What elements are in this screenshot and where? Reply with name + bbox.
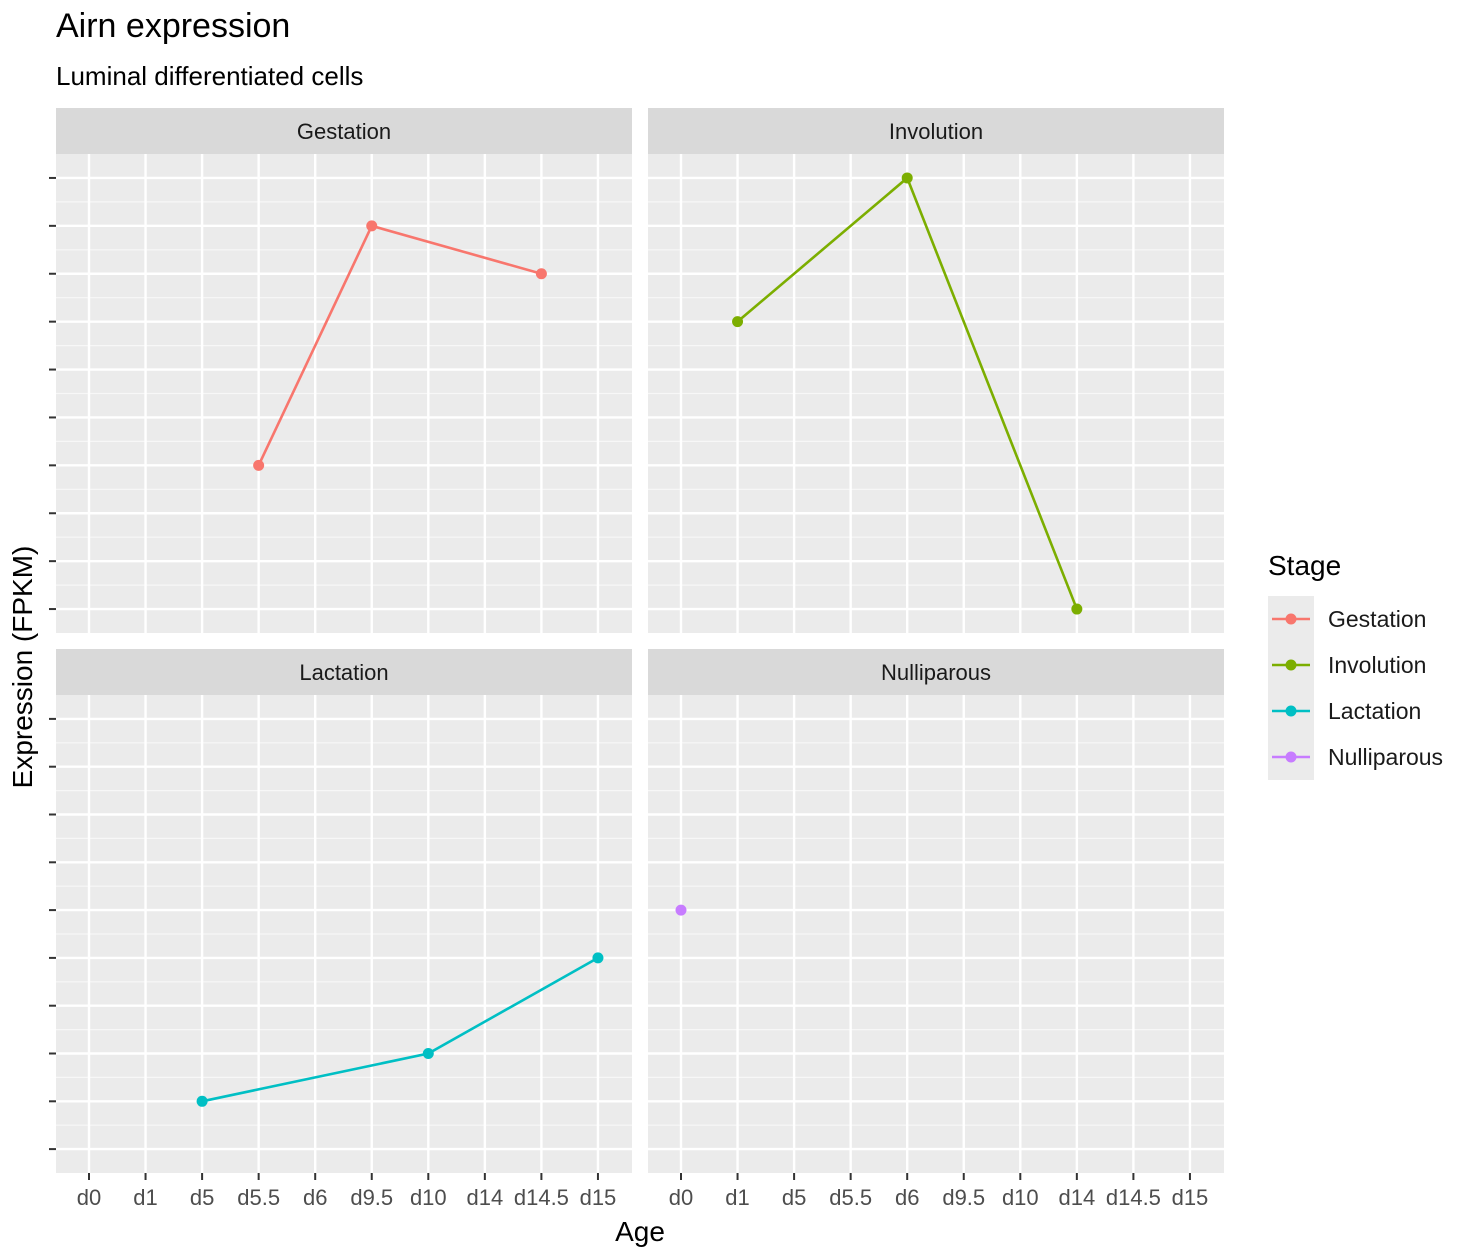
x-tick-label: d5	[782, 1185, 806, 1210]
facet-label-lactation: Lactation	[299, 660, 388, 685]
legend-keys: Gestation Involution Lactation Nulliparous	[1268, 596, 1443, 780]
x-tick-label: d0	[77, 1185, 101, 1210]
x-tick-label: d10	[410, 1185, 447, 1210]
x-tick-label: d5.5	[829, 1185, 872, 1210]
x-tick-label: d6	[895, 1185, 919, 1210]
legend-key-point	[1285, 613, 1297, 625]
facet-label-nulliparous: Nulliparous	[881, 660, 991, 685]
data-point-lactation	[592, 952, 604, 964]
x-tick-label: d6	[303, 1185, 327, 1210]
legend-label-involution: Involution	[1328, 652, 1426, 678]
legend: Stage Gestation Involution Lactation Nullip…	[1268, 550, 1443, 780]
data-point-lactation	[422, 1048, 434, 1059]
legend-label-nulliparous: Nulliparous	[1328, 744, 1443, 770]
x-tick-label: d14.5	[514, 1185, 569, 1210]
x-tick-label: d5.5	[237, 1185, 280, 1210]
x-tick-label: d0	[669, 1185, 693, 1210]
x-tick-label: d15	[1172, 1185, 1209, 1210]
legend-label-lactation: Lactation	[1328, 698, 1421, 724]
facet-strip-nulliparous	[648, 649, 1224, 695]
legend-key-point	[1285, 659, 1297, 671]
x-tick-label: d1	[133, 1185, 157, 1210]
legend-title: Stage	[1268, 550, 1341, 581]
facet-strip-involution	[648, 108, 1224, 154]
data-point-gestation	[366, 220, 378, 232]
data-point-involution	[732, 316, 744, 328]
chart-subtitle: Luminal differentiated cells	[56, 61, 363, 91]
legend-label-gestation: Gestation	[1328, 606, 1426, 632]
x-tick-label: d5	[190, 1185, 214, 1210]
legend-item-involution: Involution	[1268, 642, 1426, 688]
facet-label-gestation: Gestation	[297, 119, 391, 144]
x-tick-label: d9.5	[942, 1185, 985, 1210]
data-point-involution	[901, 172, 913, 184]
legend-key-point	[1285, 705, 1297, 717]
data-point-nulliparous	[675, 904, 687, 916]
facet-strip-lactation	[56, 649, 632, 695]
x-tick-label: d14	[466, 1185, 503, 1210]
facet-label-involution: Involution	[889, 119, 983, 144]
x-tick-label: d15	[580, 1185, 617, 1210]
x-tick-label: d9.5	[350, 1185, 393, 1210]
legend-item-gestation: Gestation	[1268, 596, 1426, 642]
legend-key-point	[1285, 751, 1297, 763]
y-axis-label: Expression (FPKM)	[7, 546, 38, 789]
facet-nulliparous: Nulliparous d0 d1 d5 d5.5 d6 d9.5 d10 d14 d14.5 d1…	[648, 649, 1224, 1210]
facet-involution: Involution	[648, 108, 1224, 633]
facet-strip-gestation	[56, 108, 632, 154]
facet-gestation: Gestation	[49, 108, 632, 633]
x-axis-label: Age	[615, 1216, 665, 1247]
legend-item-nulliparous: Nulliparous	[1268, 734, 1443, 780]
data-point-involution	[1071, 603, 1083, 615]
x-tick-label: d14.5	[1106, 1185, 1161, 1210]
x-tick-label: d10	[1002, 1185, 1039, 1210]
x-tick-label: d14	[1058, 1185, 1095, 1210]
legend-item-lactation: Lactation	[1268, 688, 1421, 734]
data-point-gestation	[535, 268, 547, 280]
facet-grid: Gestation Involution Lactation d0 d1 d5 d5.5 d6…	[49, 108, 1224, 1210]
chart-title: Airn expression	[56, 7, 290, 45]
facet-lactation: Lactation d0 d1 d5 d5.5 d6 d9.5 d10 d14 d14.5 d15	[49, 649, 632, 1210]
x-tick-label: d1	[725, 1185, 749, 1210]
data-point-lactation	[196, 1095, 208, 1107]
data-point-gestation	[253, 459, 265, 471]
